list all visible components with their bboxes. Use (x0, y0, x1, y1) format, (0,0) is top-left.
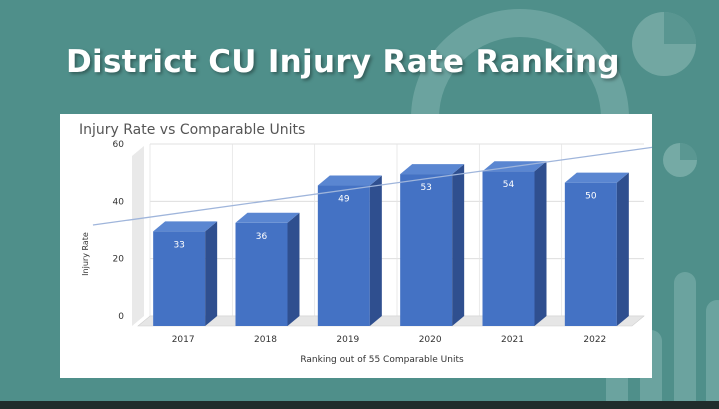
x-tick-label: 2020 (419, 335, 442, 345)
trendline (92, 146, 652, 226)
bar-side (534, 161, 547, 326)
data-label: 49 (338, 195, 350, 205)
data-label: 36 (256, 232, 268, 242)
chart-card: 33 36 49 53 54 50 0 20 40 60 2017 2018 2019 2020 2021… (60, 114, 652, 378)
x-tick-label: 2019 (336, 335, 359, 345)
bar-top (564, 172, 629, 183)
bars-layer: 33 36 49 53 54 50 (153, 161, 629, 326)
slide-title: District CU Injury Rate Ranking (66, 44, 620, 80)
bar-side (369, 175, 382, 326)
x-tick-label: 2018 (254, 335, 277, 345)
y-tick-label: 60 (113, 140, 125, 150)
bar-chart: 33 36 49 53 54 50 0 20 40 60 2017 2018 2019 2020 2021… (81, 140, 652, 365)
bar: 49 (317, 175, 382, 326)
data-label: 53 (420, 183, 431, 193)
bar-front (153, 231, 206, 326)
y-axis-label: Injury Rate (81, 232, 90, 276)
bar-top (153, 221, 218, 232)
bar: 33 (153, 221, 218, 326)
bar-front (317, 185, 370, 326)
bar-front (482, 171, 535, 326)
bar-top (235, 212, 300, 223)
x-axis-label: Ranking out of 55 Comparable Units (300, 355, 464, 365)
bar: 54 (482, 161, 547, 326)
y-tick-label: 20 (113, 255, 125, 265)
y-tick-label: 0 (118, 312, 124, 322)
bar-side (616, 172, 629, 326)
bar-front (235, 222, 288, 326)
data-label: 33 (173, 240, 184, 250)
y-tick-label: 40 (113, 197, 125, 207)
bar: 36 (235, 212, 300, 326)
x-tick-label: 2022 (583, 335, 606, 345)
data-label: 54 (503, 180, 515, 190)
bar-side (452, 164, 465, 326)
chart-side-wall (132, 146, 144, 326)
chart-title: Injury Rate vs Comparable Units (79, 122, 306, 138)
bottom-bar (0, 401, 719, 409)
bar-side (205, 221, 218, 326)
x-tick-label: 2021 (501, 335, 524, 345)
ticks-layer: 0 20 40 60 2017 2018 2019 2020 2021 2022 (113, 140, 607, 345)
trendline-layer (92, 146, 652, 226)
x-tick-label: 2017 (172, 335, 195, 345)
bar: 50 (564, 172, 629, 326)
bar-front (400, 174, 453, 326)
bar-top (400, 164, 465, 175)
data-label: 50 (585, 192, 597, 202)
bar-front (564, 182, 617, 326)
bar: 53 (400, 164, 465, 326)
bar-top (317, 175, 382, 186)
bar-side (287, 212, 300, 326)
